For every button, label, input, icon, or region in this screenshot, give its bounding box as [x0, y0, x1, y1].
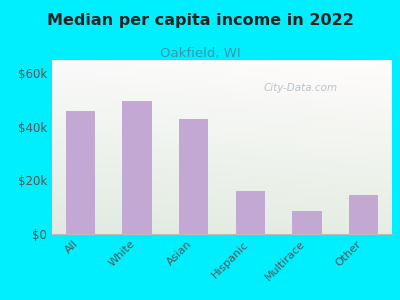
Bar [349, 195, 378, 234]
Text: Median per capita income in 2022: Median per capita income in 2022 [46, 14, 354, 28]
Bar [236, 191, 265, 234]
Bar [292, 211, 322, 234]
Bar [179, 119, 208, 234]
Text: Oakfield, WI: Oakfield, WI [160, 46, 240, 59]
Bar [66, 111, 95, 234]
Bar [122, 101, 152, 234]
Text: City-Data.com: City-Data.com [263, 83, 337, 93]
